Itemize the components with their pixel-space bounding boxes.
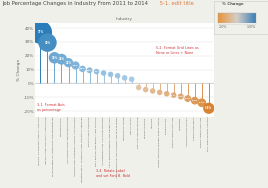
Point	[165, 92, 169, 95]
Text: 5-1. edit title: 5-1. edit title	[158, 1, 194, 6]
Text: 13%: 13%	[73, 65, 78, 66]
Point	[200, 101, 204, 104]
Point	[66, 61, 71, 64]
Point	[193, 99, 197, 102]
Text: -11%: -11%	[185, 98, 191, 99]
Point	[186, 97, 190, 100]
Point	[45, 41, 50, 44]
Text: MANUFACTURING: MANUFACTURING	[144, 117, 146, 138]
Text: 3-1. Format Axis
as percentage: 3-1. Format Axis as percentage	[37, 103, 65, 112]
Text: 10%: 10%	[80, 68, 85, 69]
Text: AGRICULTURE, FORESTRY FISHING AND HUNTING: AGRICULTURE, FORESTRY FISHING AND HUNTIN…	[74, 117, 76, 176]
Y-axis label: % Change: % Change	[17, 58, 21, 81]
Text: MINING, QUARRYING, AND OIL AND GAS: MINING, QUARRYING, AND OIL AND GAS	[39, 117, 40, 165]
Text: ADMINISTRATIVE AND SUPPORT AND WASTE MGMT: ADMINISTRATIVE AND SUPPORT AND WASTE MGM…	[116, 117, 118, 178]
Point	[151, 89, 155, 92]
Point	[144, 88, 148, 91]
Point	[52, 56, 57, 59]
Text: 18%: 18%	[58, 57, 65, 61]
Text: -20%: -20%	[218, 25, 227, 29]
Point	[116, 74, 120, 77]
Point	[158, 91, 162, 94]
Point	[136, 86, 141, 89]
Text: PUBLIC ADMINISTRATION: PUBLIC ADMINISTRATION	[173, 117, 174, 147]
Text: UNKNOWN: UNKNOWN	[180, 117, 181, 130]
Text: OTHER SERVICES (EXCEPT PUBLIC ADMIN): OTHER SERVICES (EXCEPT PUBLIC ADMIN)	[158, 117, 160, 167]
Text: -14%: -14%	[199, 102, 205, 103]
Point	[207, 107, 211, 110]
Text: ARTS, ENTERTAINMENT AND RECREATION: ARTS, ENTERTAINMENT AND RECREATION	[109, 117, 111, 167]
Point	[94, 70, 99, 73]
Text: 3-4. Rotate Label
and set Font B. Bold: 3-4. Rotate Label and set Font B. Bold	[96, 169, 131, 178]
Point	[122, 76, 127, 79]
Text: % Change: % Change	[222, 2, 244, 6]
Text: -18%: -18%	[205, 106, 212, 110]
Text: 10%: 10%	[87, 70, 92, 71]
Point	[101, 71, 106, 74]
Point	[109, 73, 113, 76]
Text: PROFESSIONAL, SCIENTIFIC AND TECHNICAL SERVICES: PROFESSIONAL, SCIENTIFIC AND TECHNICAL S…	[81, 117, 83, 182]
Text: PUBLIC ADMINISTRATION: PUBLIC ADMINISTRATION	[200, 117, 202, 147]
Text: ACCOMMODATION AND FOOD SERVICES: ACCOMMODATION AND FOOD SERVICES	[102, 117, 103, 165]
Text: INFORMATION: INFORMATION	[165, 117, 167, 134]
Text: TRANSPORTATION AND WAREHOUSING: TRANSPORTATION AND WAREHOUSING	[67, 117, 69, 163]
Text: Industry: Industry	[116, 17, 133, 21]
Text: FINANCE AND INSURANCE: FINANCE AND INSURANCE	[137, 117, 139, 148]
Text: HEALTH CARE AND SOCIAL ASSISTANCE: HEALTH CARE AND SOCIAL ASSISTANCE	[46, 117, 47, 164]
Text: -12%: -12%	[192, 100, 198, 101]
Text: 37%: 37%	[38, 30, 43, 34]
Text: FABRICATED METAL: FABRICATED METAL	[193, 117, 195, 140]
Text: 5-2. Format Grid Lines as
None or Lines + None: 5-2. Format Grid Lines as None or Lines …	[156, 46, 199, 55]
Text: UTILITIES: UTILITIES	[152, 117, 153, 128]
Text: RETAIL TRADE: RETAIL TRADE	[131, 117, 132, 133]
Point	[80, 67, 85, 70]
Point	[87, 69, 92, 72]
Point	[73, 64, 78, 67]
Text: 15%: 15%	[65, 61, 72, 65]
Text: -10%: -10%	[177, 96, 184, 97]
Text: EDUCATIONAL SERVICES: EDUCATIONAL SERVICES	[88, 117, 90, 146]
Text: CONSTRUCTION EQUIPT.: CONSTRUCTION EQUIPT.	[187, 117, 188, 146]
Text: WHOLESALE TRADE: WHOLESALE TRADE	[123, 117, 125, 140]
Text: 120%: 120%	[247, 25, 256, 29]
Text: Job Percentage Changes in Industry From 2011 to 2014: Job Percentage Changes in Industry From …	[3, 1, 149, 6]
Text: MANAGEMENT OF COMPANIES AND ENTERPRISES: MANAGEMENT OF COMPANIES AND ENTERPRISES	[53, 117, 54, 176]
Point	[178, 95, 183, 98]
Point	[172, 94, 176, 97]
Text: FULL-SERVICE RESTAURANTS: FULL-SERVICE RESTAURANTS	[208, 117, 209, 152]
Point	[59, 58, 64, 61]
Point	[129, 78, 134, 81]
Text: 8%: 8%	[95, 71, 99, 72]
Text: REAL ESTATE AND RENTAL AND LEASING: REAL ESTATE AND RENTAL AND LEASING	[95, 117, 96, 166]
Text: 18%: 18%	[51, 56, 58, 60]
Text: 30%: 30%	[44, 41, 51, 45]
Text: -8%: -8%	[171, 95, 176, 96]
Point	[38, 31, 43, 34]
